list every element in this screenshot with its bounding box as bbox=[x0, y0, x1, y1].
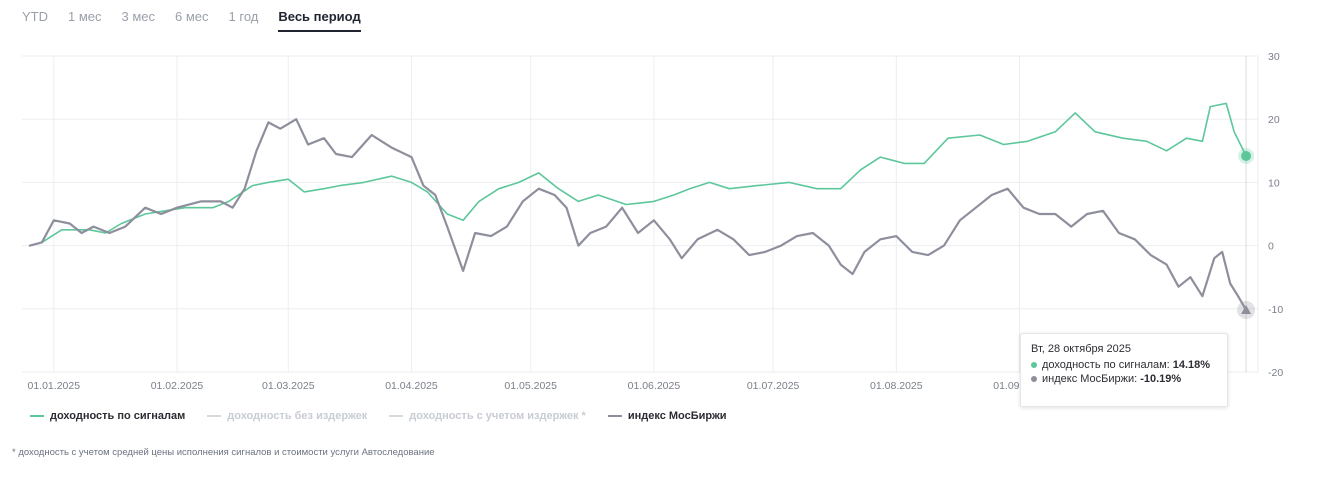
tooltip-row-signals: доходность по сигналам: 14.18% bbox=[1031, 358, 1217, 372]
legend-label: доходность по сигналам bbox=[50, 410, 186, 422]
grid bbox=[22, 55, 1259, 373]
y-tick-label: -10 bbox=[1268, 304, 1283, 316]
tooltip-label-index: индекс МосБиржи: bbox=[1042, 373, 1138, 385]
x-tick-label: 01.02.2025 bbox=[151, 380, 204, 392]
legend-item-0[interactable]: доходность по сигналам bbox=[30, 410, 185, 422]
series-line-0 bbox=[29, 102, 1247, 247]
tooltip-date: Вт, 28 октября 2025 bbox=[1031, 343, 1132, 355]
y-tick-label: 20 bbox=[1268, 114, 1280, 126]
tab-2[interactable]: 3 мес bbox=[121, 9, 156, 24]
legend-label: индекс МосБиржи bbox=[627, 410, 727, 422]
tab-3[interactable]: 6 мес bbox=[175, 9, 209, 24]
series-line-1 bbox=[28, 118, 1248, 312]
x-tick-label: 01.03.2025 bbox=[262, 380, 315, 392]
y-tick-label: 10 bbox=[1268, 177, 1280, 189]
tooltip: Вт, 28 октября 2025 доходность по сигнал… bbox=[1020, 333, 1228, 407]
x-tick-label: 01.01.2025 bbox=[28, 380, 81, 392]
tooltip-value-signals: 14.18% bbox=[1172, 359, 1211, 371]
legend: доходность по сигналам доходность без изд… bbox=[30, 410, 749, 422]
legend-item-3[interactable]: индекс МосБиржи bbox=[607, 410, 727, 422]
y-tick-label: 0 bbox=[1268, 241, 1274, 253]
tooltip-label-signals: доходность по сигналам: bbox=[1042, 359, 1170, 371]
x-tick-label: 01.05.2025 bbox=[504, 380, 557, 392]
tab-5[interactable]: Весь период bbox=[278, 9, 361, 32]
legend-swatch bbox=[30, 415, 44, 417]
legend-item-2[interactable]: доходность с учетом издержек * bbox=[389, 410, 586, 422]
footnote: * доходность с учетом средней цены испол… bbox=[12, 447, 435, 458]
legend-swatch bbox=[607, 415, 622, 417]
tooltip-row-index: индекс МосБиржи: -10.19% bbox=[1031, 372, 1217, 386]
tab-4[interactable]: 1 год bbox=[228, 9, 259, 24]
tooltip-dot-signals bbox=[1031, 362, 1037, 368]
tab-1[interactable]: 1 мес bbox=[68, 9, 102, 24]
period-tabs: YTD 1 мес 3 мес 6 мес 1 год Весь период bbox=[22, 9, 381, 32]
legend-label: доходность с учетом издержек * bbox=[409, 410, 586, 422]
x-tick-label: 01.06.2025 bbox=[628, 380, 681, 392]
legend-label: доходность без издержек bbox=[227, 410, 368, 422]
signals-end-marker bbox=[1241, 150, 1252, 161]
tooltip-value-index: -10.19% bbox=[1140, 373, 1182, 385]
legend-swatch bbox=[389, 415, 404, 417]
x-tick-label: 01.07.2025 bbox=[747, 380, 800, 392]
markers bbox=[1237, 147, 1256, 320]
legend-item-1[interactable]: доходность без издержек bbox=[207, 410, 367, 422]
y-tick-label: 30 bbox=[1268, 51, 1280, 63]
tab-0[interactable]: YTD bbox=[22, 9, 48, 24]
x-tick-label: 01.08.2025 bbox=[870, 380, 923, 392]
y-tick-label: -20 bbox=[1268, 367, 1283, 379]
legend-swatch bbox=[207, 415, 222, 417]
x-tick-label: 01.04.2025 bbox=[385, 380, 438, 392]
tooltip-dot-index bbox=[1031, 376, 1037, 382]
series bbox=[28, 102, 1248, 312]
index-end-marker bbox=[1241, 305, 1252, 315]
